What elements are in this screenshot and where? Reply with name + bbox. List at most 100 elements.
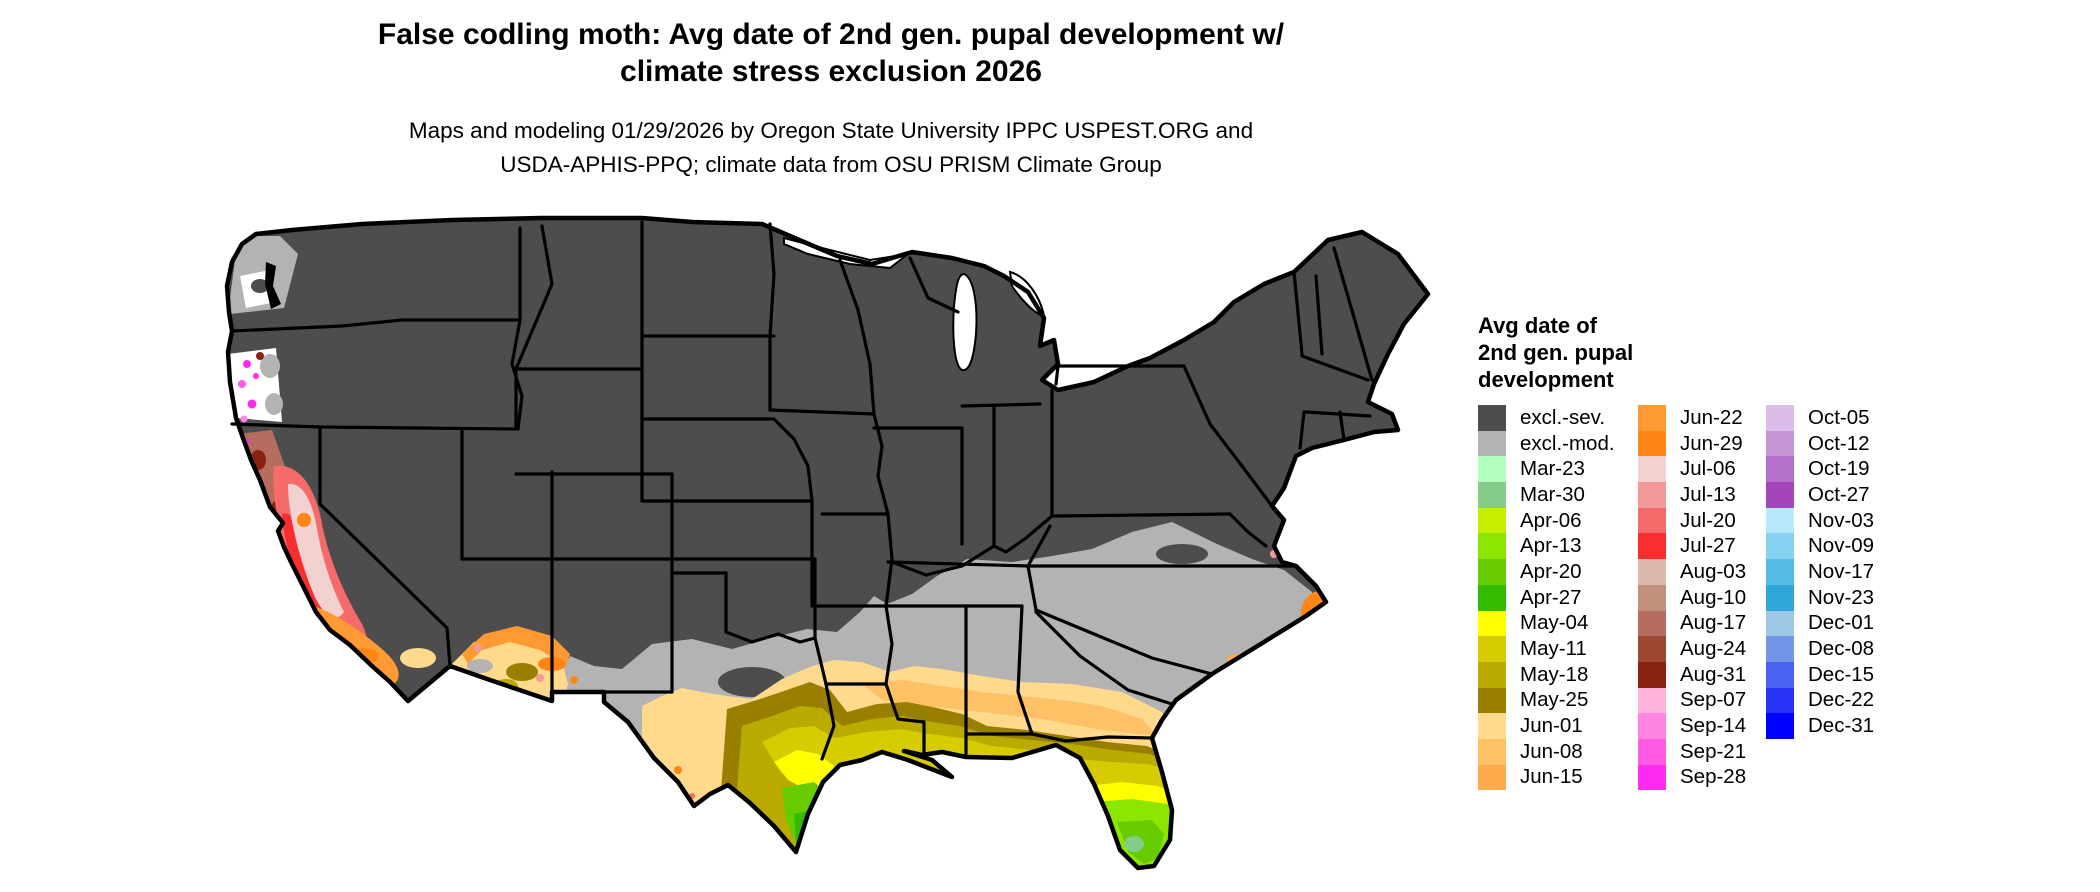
legend-swatch — [1478, 482, 1506, 508]
map-region-yellow-florida — [1088, 782, 1172, 806]
border-ca-nv-az — [318, 427, 452, 668]
legend-label: Oct-12 — [1808, 431, 1870, 455]
legend-swatch — [1766, 713, 1794, 739]
border-42nd-parallel — [230, 422, 518, 431]
legend-label: Oct-05 — [1808, 405, 1870, 429]
legend-label: Jul-27 — [1680, 534, 1736, 558]
legend-item: Apr-06 — [1478, 507, 1638, 534]
legend-label: Jun-15 — [1520, 765, 1583, 789]
subtitle-line-1: Maps and modeling 01/29/2026 by Oregon S… — [408, 118, 1254, 143]
legend-label: Apr-13 — [1520, 534, 1582, 558]
legend-item: Mar-23 — [1478, 456, 1638, 483]
legend-swatch — [1638, 610, 1666, 637]
border-co-ks-nm-tx — [602, 472, 674, 694]
subtitle-line-2: USDA-APHIS-PPQ; climate data from OSU PR… — [500, 152, 1162, 177]
legend-item: May-11 — [1478, 636, 1638, 662]
border-nh-me — [1332, 246, 1374, 382]
map-dot-island-red2 — [330, 672, 338, 680]
border-potomac — [1228, 512, 1268, 548]
map-region-jun08-coastal-strip — [862, 680, 1157, 736]
legend-swatch — [1478, 764, 1506, 791]
map-dot-az-pink2 — [536, 674, 544, 682]
legend-swatch — [1478, 456, 1506, 483]
conus-outline — [224, 215, 1431, 871]
legend-title-line-2: 2nd gen. pupal — [1478, 340, 1634, 365]
legend-label: Jun-08 — [1520, 739, 1583, 763]
legend-item: Jun-08 — [1478, 738, 1638, 765]
legend-item: Sep-21 — [1638, 738, 1766, 765]
legend-item: Dec-22 — [1766, 687, 1916, 714]
header: False codling moth: Avg date of 2nd gen.… — [0, 16, 1662, 182]
border-vt-nh — [1314, 274, 1324, 356]
map-dot-or-magenta4 — [240, 415, 248, 423]
legend-swatch — [1478, 559, 1506, 585]
legend-item: Oct-12 — [1766, 430, 1916, 457]
legend-item: Oct-27 — [1766, 482, 1916, 508]
map-patch-az-gray — [467, 659, 493, 673]
legend-swatch — [1638, 430, 1666, 457]
legend-swatch — [1638, 636, 1666, 662]
legend-label: excl.-sev. — [1520, 405, 1606, 429]
legend-item: Jul-13 — [1638, 482, 1766, 508]
legend-swatch — [1766, 456, 1794, 483]
legend-item: Nov-17 — [1766, 559, 1916, 585]
legend-swatch — [1638, 687, 1666, 714]
map-dot-florida-keys-1 — [1117, 869, 1123, 875]
legend-title-line-1: Avg date of — [1478, 313, 1597, 338]
legend-label: Apr-20 — [1520, 559, 1582, 583]
legend-label: May-04 — [1520, 611, 1589, 635]
legend-label: excl.-mod. — [1520, 431, 1615, 455]
legend-item: Dec-31 — [1766, 713, 1916, 739]
legend-item: excl.-mod. — [1478, 430, 1638, 457]
legend-swatch — [1766, 610, 1794, 637]
border-ny-ct — [1298, 410, 1306, 450]
legend-item: Jul-06 — [1638, 456, 1766, 483]
border-nc-sc — [1034, 608, 1214, 676]
legend-label: Oct-27 — [1808, 482, 1870, 506]
legend-item: Dec-01 — [1766, 610, 1916, 637]
legend-item: Jun-15 — [1478, 764, 1638, 791]
title-line-2: climate stress exclusion 2026 — [620, 55, 1042, 88]
legend-title-line-3: development — [1478, 367, 1614, 392]
legend-item: Aug-10 — [1638, 584, 1766, 611]
legend-item: Jul-20 — [1638, 507, 1766, 534]
legend-item: May-04 — [1478, 610, 1638, 637]
border-ct-ri — [1338, 410, 1346, 442]
map-patch-az-olive1 — [506, 663, 538, 681]
legend-swatch — [1638, 456, 1666, 483]
legend-swatch — [1478, 533, 1506, 560]
legend-item: Dec-15 — [1766, 661, 1916, 688]
legend-label: Sep-14 — [1680, 714, 1747, 738]
map-dot-or-magenta3 — [247, 399, 257, 409]
map-region-excl-severe — [227, 218, 1428, 868]
legend-swatch — [1766, 661, 1794, 688]
legend-swatch — [1478, 610, 1506, 637]
border-ky-va — [1026, 524, 1052, 568]
map-dot-island-magenta — [307, 659, 313, 665]
border-ohio-river — [890, 514, 1054, 577]
legend-swatch — [1478, 405, 1506, 431]
legend-label: Aug-24 — [1680, 637, 1747, 661]
legend-label: Jun-01 — [1520, 714, 1583, 738]
border-id-mt — [514, 224, 554, 371]
legend-label: Aug-10 — [1680, 585, 1747, 609]
legend-swatch — [1766, 430, 1794, 457]
legend-swatch — [1638, 507, 1666, 534]
map-dot-or-magenta1 — [243, 360, 251, 368]
map-fill-layers — [227, 218, 1428, 876]
map-dot-bigbend-orange — [674, 766, 682, 774]
legend-label: Jul-20 — [1680, 508, 1736, 532]
legend-item: Oct-05 — [1766, 405, 1916, 431]
legend-label: May-18 — [1520, 662, 1589, 686]
legend-swatch — [1478, 713, 1506, 739]
legend-swatch — [1478, 584, 1506, 611]
page-subtitle: Maps and modeling 01/29/2026 by Oregon S… — [0, 114, 1662, 182]
legend-swatch — [1478, 738, 1506, 765]
legend-title: Avg date of 2nd gen. pupal development — [1478, 312, 1948, 393]
border-id-west — [510, 226, 524, 431]
legend-label: Sep-07 — [1680, 688, 1747, 712]
map-dot-valley-orange — [297, 513, 311, 527]
legend-swatch — [1478, 430, 1506, 457]
map-dot-florida-keys-3 — [1141, 870, 1147, 876]
legend-label: Jul-13 — [1680, 482, 1736, 506]
